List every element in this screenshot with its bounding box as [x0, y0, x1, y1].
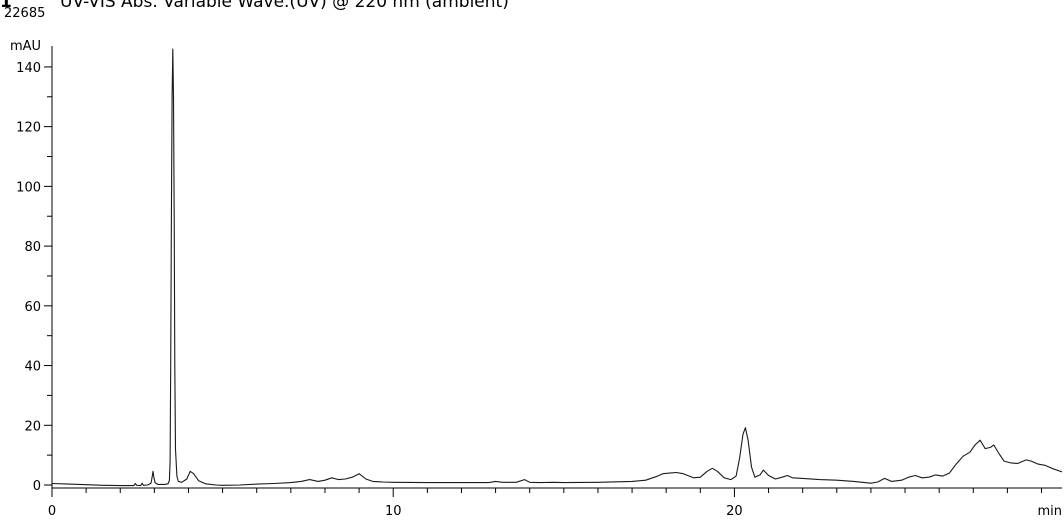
x-tick-label: 0	[48, 504, 56, 519]
series-group	[51, 48, 1063, 487]
axes	[51, 46, 1062, 489]
y-tick-label: 60	[24, 300, 41, 315]
y-tick-label: 80	[24, 240, 41, 255]
y-axis-label: mAU	[10, 39, 41, 54]
chart-header: 1 UV-VIS Abs. Variable Wave.(UV) @ 220 nm…	[0, 0, 509, 12]
ticks	[44, 66, 1043, 497]
y-tick-label: 40	[24, 360, 41, 375]
chromatogram-trace	[51, 48, 1063, 487]
y-tick-label: 0	[33, 479, 41, 494]
y-tick-label: 120	[16, 121, 41, 136]
chart-title: UV-VIS Abs. Variable Wave.(UV) @ 220 nm …	[60, 0, 509, 12]
tick-labels: 0 20 40 60 80 100 120 140 mAU 0 10 20 min	[10, 39, 1062, 519]
x-tick-label: 10	[385, 504, 402, 519]
chart-number: 1	[0, 0, 12, 12]
x-tick-label: 20	[726, 504, 743, 519]
injection-code: 22685	[4, 6, 46, 21]
y-tick-label: 20	[24, 419, 41, 434]
x-axis-label: min	[1037, 504, 1062, 519]
y-tick-label: 140	[16, 61, 41, 76]
y-tick-label: 100	[16, 180, 41, 195]
